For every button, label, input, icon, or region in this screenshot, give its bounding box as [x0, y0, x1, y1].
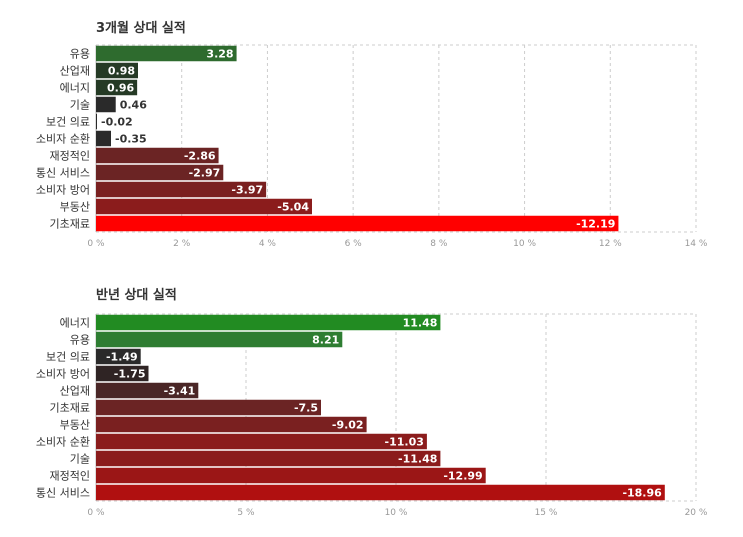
data-label: 8.21 [312, 334, 339, 347]
category-label: 기초재료 [50, 218, 90, 231]
data-label: -9.02 [332, 419, 364, 432]
chart-half-year-performance: 반년 상대 실적 0 % 5 % 10 % 15 % 20 % 에너지 11.48 유용 8.21… [36, 287, 708, 518]
data-label: 11.48 [403, 317, 438, 330]
category-label: 유용 [70, 334, 90, 347]
data-label: -12.19 [576, 218, 615, 231]
category-label: 소비자 방어 [36, 368, 90, 381]
category-label: 에너지 [60, 82, 90, 95]
bar[interactable] [96, 198, 312, 215]
data-label: -1.49 [106, 351, 138, 364]
x-tick-label: 20 % [685, 508, 708, 518]
category-label: 소비자 순환 [36, 436, 90, 449]
bar[interactable] [96, 399, 321, 416]
category-label: 에너지 [60, 317, 90, 330]
data-label: -0.02 [101, 116, 133, 129]
bar[interactable] [96, 45, 237, 62]
category-label: 부동산 [60, 419, 90, 432]
data-label: 0.46 [120, 99, 147, 112]
category-label: 재정적인 [50, 150, 90, 163]
bar[interactable] [96, 416, 367, 433]
category-label: 부동산 [60, 201, 90, 214]
bar[interactable] [96, 147, 219, 164]
bar[interactable] [96, 113, 97, 130]
data-label: 0.96 [107, 82, 134, 95]
category-label: 통신 서비스 [36, 167, 90, 180]
category-label: 소비자 순환 [36, 133, 90, 146]
x-tick-label: 0 % [87, 508, 105, 518]
category-label: 보건 의료 [46, 116, 90, 129]
data-label: -12.99 [443, 470, 482, 483]
category-label: 산업재 [60, 65, 90, 78]
data-label: -5.04 [277, 201, 309, 214]
chart-title: 3개월 상대 실적 [96, 20, 186, 36]
x-tick-label: 5 % [237, 508, 255, 518]
data-label: -3.41 [164, 385, 196, 398]
chart-3-month-performance: 3개월 상대 실적 0 % 2 % 4 % 6 % 8 % 10 % 12 % 14 % 유용 3.… [36, 20, 708, 249]
data-label: -11.03 [385, 436, 424, 449]
x-tick-label: 8 % [430, 239, 448, 249]
category-label: 산업재 [60, 385, 90, 398]
chart-title: 반년 상대 실적 [96, 287, 177, 303]
bar[interactable] [96, 450, 441, 467]
data-label: -0.35 [115, 133, 147, 146]
data-label: -18.96 [622, 487, 662, 500]
bar[interactable] [96, 164, 224, 181]
category-label: 보건 의료 [46, 351, 90, 364]
data-label: 3.28 [206, 48, 233, 61]
bar[interactable] [96, 96, 116, 113]
data-label: 0.98 [108, 65, 135, 78]
data-label: -1.75 [114, 368, 146, 381]
bar[interactable] [96, 382, 199, 399]
category-label: 기초재료 [50, 402, 90, 415]
bar[interactable] [96, 79, 138, 96]
bar[interactable] [96, 62, 138, 79]
bar[interactable] [96, 314, 441, 331]
bar[interactable] [96, 467, 486, 484]
x-tick-label: 0 % [87, 239, 105, 249]
bar[interactable] [96, 348, 141, 365]
x-tick-label: 15 % [535, 508, 558, 518]
category-label: 유용 [70, 48, 90, 61]
bar[interactable] [96, 365, 149, 382]
bar[interactable] [96, 130, 111, 147]
data-label: -2.97 [189, 167, 221, 180]
x-tick-label: 14 % [685, 239, 708, 249]
data-label: -11.48 [398, 453, 437, 466]
category-label: 재정적인 [50, 470, 90, 483]
bar[interactable] [96, 331, 343, 348]
category-label: 기술 [70, 99, 90, 112]
bar[interactable] [96, 484, 665, 501]
x-tick-label: 10 % [513, 239, 536, 249]
data-label: -3.97 [231, 184, 263, 197]
bar[interactable] [96, 433, 427, 450]
x-tick-label: 4 % [259, 239, 277, 249]
data-label: -2.86 [184, 150, 216, 163]
x-tick-label: 10 % [385, 508, 408, 518]
category-label: 기술 [70, 453, 90, 466]
category-label: 소비자 방어 [36, 184, 90, 197]
bar[interactable] [96, 181, 267, 198]
data-label: -7.5 [294, 402, 318, 415]
x-tick-label: 12 % [599, 239, 622, 249]
x-tick-label: 6 % [345, 239, 363, 249]
bar[interactable] [96, 215, 619, 232]
category-label: 통신 서비스 [36, 487, 90, 500]
x-tick-label: 2 % [173, 239, 191, 249]
